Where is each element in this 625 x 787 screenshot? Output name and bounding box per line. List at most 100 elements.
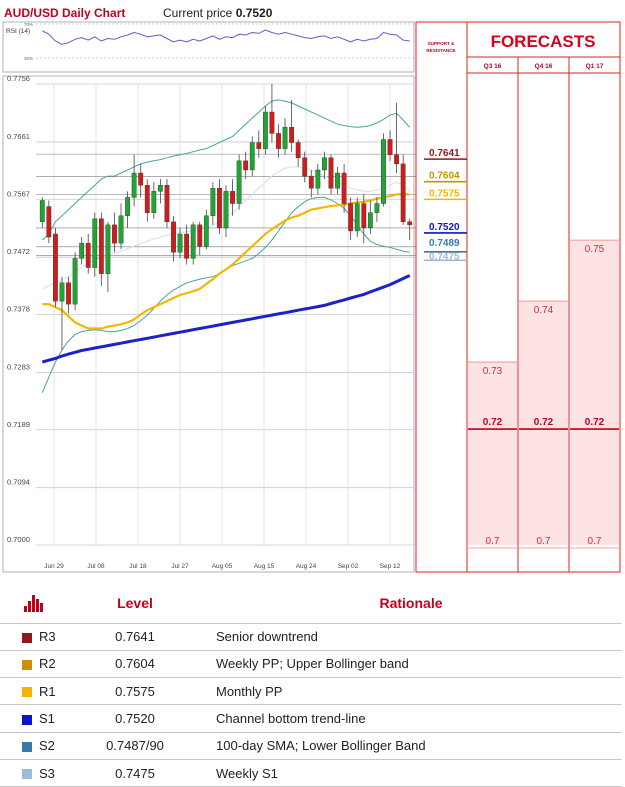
y-tick-label: 0.7283 bbox=[7, 362, 30, 371]
candle-body bbox=[308, 175, 314, 189]
candle-body bbox=[59, 282, 65, 302]
current-price: Current price 0.7520 bbox=[163, 6, 272, 20]
candle-body bbox=[230, 191, 235, 204]
candle-body bbox=[295, 142, 301, 158]
price-frame bbox=[2, 75, 415, 573]
sr-column-title-1: SUPPORT & bbox=[428, 41, 455, 46]
rsi-line bbox=[42, 29, 410, 45]
level-value: 0.7641 bbox=[70, 623, 200, 651]
candle-body bbox=[236, 160, 242, 204]
current-price-value: 0.7520 bbox=[235, 6, 273, 20]
x-tick-label: Jun 29 bbox=[44, 563, 64, 570]
candle-body bbox=[256, 142, 262, 149]
candle-body bbox=[322, 157, 327, 171]
y-tick-label: 0.7567 bbox=[7, 189, 30, 198]
forecast-high-label: 0.74 bbox=[534, 305, 554, 316]
level-rationale: Senior downtrend bbox=[200, 623, 622, 651]
candle-body bbox=[85, 242, 91, 268]
candle-body bbox=[151, 191, 157, 213]
candle-body bbox=[92, 218, 98, 268]
candle-body bbox=[53, 233, 58, 302]
rsi-label: RSI (14) bbox=[6, 28, 30, 35]
candle-body bbox=[66, 282, 71, 305]
candle-body bbox=[118, 215, 124, 244]
level-code: S3 bbox=[39, 765, 55, 781]
x-tick-label: Aug 24 bbox=[296, 563, 317, 570]
sr-value-r2: 0.7604 bbox=[429, 171, 460, 182]
price-chart: 0.7756 0.7661 0.7567 0.7472 0.7378 0.7283 0.71… bbox=[2, 21, 621, 573]
level-code-cell: R2 bbox=[0, 650, 70, 679]
candle-body bbox=[203, 215, 209, 247]
candle-body bbox=[79, 242, 85, 259]
candle-body bbox=[157, 185, 163, 192]
candle-body bbox=[112, 224, 117, 244]
candle-body bbox=[276, 133, 281, 149]
forecast-column-head: Q3 16 bbox=[484, 63, 502, 70]
candle-body bbox=[282, 127, 288, 149]
level-code-cell: S1 bbox=[0, 704, 70, 733]
y-tick-label: 0.7094 bbox=[7, 478, 30, 487]
candle-body bbox=[131, 172, 137, 198]
x-tick-label: Aug 05 bbox=[212, 563, 233, 570]
candle-body bbox=[39, 200, 45, 223]
candle-body bbox=[407, 221, 413, 226]
level-rationale: Channel bottom trend-line bbox=[200, 704, 622, 733]
forecasts-title: FORECASTS bbox=[491, 32, 596, 51]
x-tick-label: Sep 12 bbox=[380, 563, 401, 570]
forecast-mid-label: 0.72 bbox=[534, 417, 554, 428]
y-tick-label: 0.7189 bbox=[7, 420, 30, 429]
chart-title: AUD/USD Daily Chart bbox=[4, 6, 126, 20]
candle-body bbox=[46, 206, 52, 238]
candle-body bbox=[269, 111, 275, 134]
candle-body bbox=[125, 197, 130, 216]
level-value: 0.7487/90 bbox=[70, 732, 200, 760]
forecast-column-head: Q1 17 bbox=[586, 63, 604, 70]
level-rationale: Monthly PP bbox=[200, 677, 622, 706]
level-value: 0.7575 bbox=[70, 677, 200, 706]
levels-table: Level Rationale R3 0.7641 Senior downtrend… bbox=[0, 583, 622, 787]
candle-body bbox=[177, 233, 183, 253]
candle-body bbox=[394, 154, 399, 165]
level-rationale: Weekly PP; Upper Bollinger band bbox=[200, 650, 622, 679]
forecast-high-label: 0.75 bbox=[585, 244, 605, 255]
table-row: R2 0.7604 Weekly PP; Upper Bollinger band bbox=[0, 650, 622, 679]
table-row: R1 0.7575 Monthly PP bbox=[0, 677, 622, 706]
candle-body bbox=[105, 224, 111, 274]
candle-body bbox=[374, 203, 380, 213]
rsi-30-label: 30% bbox=[24, 56, 33, 61]
y-tick-label: 0.7756 bbox=[7, 74, 30, 83]
forecast-mid-label: 0.72 bbox=[585, 417, 605, 428]
table-header-row: Level Rationale bbox=[0, 583, 622, 624]
candle-body bbox=[341, 172, 347, 204]
y-tick-label: 0.7472 bbox=[7, 247, 30, 256]
sr-value-s1: 0.7520 bbox=[429, 222, 460, 233]
forecast-column-head: Q4 16 bbox=[535, 63, 553, 70]
candle-body bbox=[348, 203, 354, 232]
table-row: R3 0.7641 Senior downtrend bbox=[0, 623, 622, 651]
level-color-swatch bbox=[22, 687, 32, 698]
candle-body bbox=[400, 163, 406, 223]
level-value: 0.7475 bbox=[70, 759, 200, 787]
level-code-cell: S3 bbox=[0, 759, 70, 787]
x-tick-label: Jul 18 bbox=[129, 563, 147, 570]
bollinger-upper-line bbox=[41, 99, 411, 241]
candle-body bbox=[367, 212, 373, 229]
candle-body bbox=[217, 188, 222, 229]
level-code: R2 bbox=[39, 656, 56, 672]
candle-body bbox=[190, 224, 196, 259]
rsi-frame bbox=[2, 21, 415, 73]
candle-body bbox=[262, 111, 268, 149]
sr-value-r1: 0.7575 bbox=[429, 188, 460, 199]
candle-body bbox=[335, 172, 340, 189]
forecast-mid-label: 0.72 bbox=[483, 417, 503, 428]
level-rationale: Weekly S1 bbox=[200, 759, 622, 787]
table-row: S2 0.7487/90 100-day SMA; Lower Bollinger … bbox=[0, 732, 622, 760]
candle-body bbox=[210, 188, 216, 216]
candle-body bbox=[289, 127, 295, 143]
x-tick-label: Aug 15 bbox=[254, 563, 275, 570]
current-price-label: Current price bbox=[163, 6, 233, 20]
forecast-low-label: 0.7 bbox=[588, 536, 602, 547]
x-tick-label: Jul 08 bbox=[87, 563, 105, 570]
candle-body bbox=[243, 160, 249, 171]
